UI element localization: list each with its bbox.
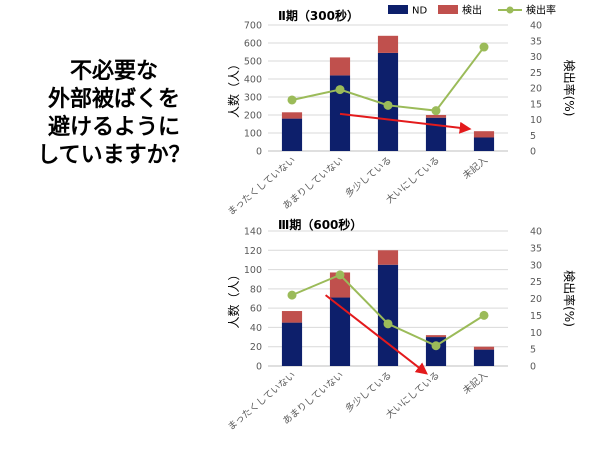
rate-point bbox=[479, 42, 489, 52]
y-tick-label: 0 bbox=[256, 147, 262, 158]
legend-marker-rate bbox=[506, 6, 514, 14]
y2-tick-label: 40 bbox=[530, 21, 542, 32]
rate-point bbox=[479, 310, 489, 320]
chart-title: Ⅱ期（300秒） bbox=[278, 8, 359, 23]
rate-point bbox=[431, 341, 441, 351]
y-tick-label: 140 bbox=[244, 227, 262, 238]
y-axis-label: 人数（人） bbox=[226, 58, 241, 118]
y2-tick-label: 25 bbox=[530, 68, 542, 79]
y-tick-label: 100 bbox=[244, 265, 262, 276]
y2-axis-label: 検出率(%) bbox=[562, 270, 577, 327]
trend-arrow bbox=[339, 112, 472, 134]
bar-detected bbox=[473, 131, 495, 138]
bar-detected bbox=[377, 35, 399, 53]
y2-tick-label: 0 bbox=[530, 362, 536, 373]
y-tick-label: 0 bbox=[256, 362, 262, 373]
y2-tick-label: 5 bbox=[530, 345, 536, 356]
rate-point bbox=[287, 95, 297, 105]
y-tick-label: 120 bbox=[244, 246, 262, 257]
rate-point bbox=[287, 290, 297, 300]
question-line: 避けるように bbox=[47, 115, 180, 140]
bar-nd bbox=[425, 117, 447, 151]
y-tick-label: 100 bbox=[244, 129, 262, 140]
rate-point bbox=[383, 319, 393, 329]
bar-detected bbox=[377, 250, 399, 265]
rate-point bbox=[383, 100, 393, 110]
bar-nd bbox=[473, 349, 495, 366]
y2-tick-label: 30 bbox=[530, 260, 542, 271]
y-tick-label: 500 bbox=[244, 57, 262, 68]
rate-point bbox=[431, 106, 441, 116]
chart-title: Ⅲ期（600秒） bbox=[278, 217, 362, 232]
bar-nd bbox=[329, 75, 351, 151]
y2-tick-label: 15 bbox=[530, 311, 542, 322]
y-tick-label: 300 bbox=[244, 93, 262, 104]
y-tick-label: 200 bbox=[244, 111, 262, 122]
trend-arrow bbox=[324, 294, 428, 375]
legend-swatch-nd bbox=[388, 5, 408, 14]
y-tick-label: 600 bbox=[244, 39, 262, 50]
y-tick-label: 60 bbox=[250, 304, 262, 315]
bar-nd bbox=[473, 137, 495, 151]
rate-point bbox=[335, 270, 345, 280]
bar-nd bbox=[281, 322, 303, 366]
y2-tick-label: 30 bbox=[530, 52, 542, 63]
legend-label-nd: ND bbox=[412, 6, 427, 17]
y2-axis-label: 検出率(%) bbox=[562, 60, 577, 117]
y2-tick-label: 10 bbox=[530, 328, 542, 339]
y-tick-label: 700 bbox=[244, 21, 262, 32]
y-tick-label: 400 bbox=[244, 75, 262, 86]
y-tick-label: 40 bbox=[250, 323, 262, 334]
rate-point bbox=[335, 85, 345, 95]
y2-tick-label: 35 bbox=[530, 36, 542, 47]
bar-detected bbox=[473, 346, 495, 350]
bar-detected bbox=[329, 57, 351, 76]
x-category-label: 未記入 bbox=[460, 369, 490, 397]
bar-nd bbox=[281, 118, 303, 151]
question-line: していますか？ bbox=[37, 143, 191, 168]
x-category-label: 未記入 bbox=[460, 154, 490, 182]
x-category-label: 多少している bbox=[343, 154, 394, 200]
x-category-label: 多少している bbox=[343, 369, 394, 415]
question-line: 不必要な bbox=[69, 59, 158, 84]
y2-tick-label: 25 bbox=[530, 277, 542, 288]
question-text: 不必要な 外部被ばくを 避けるように していますか？ bbox=[8, 58, 220, 170]
bar-detected bbox=[425, 335, 447, 338]
y-axis-label: 人数（人） bbox=[226, 268, 241, 328]
y-tick-label: 80 bbox=[250, 284, 262, 295]
legend-label-detected: 検出 bbox=[462, 4, 482, 17]
y-tick-label: 20 bbox=[250, 342, 262, 353]
legend-label-rate: 検出率 bbox=[526, 4, 556, 17]
bar-detected bbox=[281, 311, 303, 323]
y2-tick-label: 20 bbox=[530, 84, 542, 95]
y2-tick-label: 35 bbox=[530, 243, 542, 254]
y2-tick-label: 40 bbox=[530, 227, 542, 238]
bar-detected bbox=[425, 115, 447, 118]
question-line: 外部被ばくを bbox=[47, 87, 180, 112]
y2-tick-label: 20 bbox=[530, 294, 542, 305]
y2-tick-label: 10 bbox=[530, 115, 542, 126]
bar-nd bbox=[329, 297, 351, 366]
y2-tick-label: 5 bbox=[530, 131, 536, 142]
legend-swatch-detected bbox=[438, 5, 458, 14]
y2-tick-label: 0 bbox=[530, 147, 536, 158]
y2-tick-label: 15 bbox=[530, 99, 542, 110]
bar-detected bbox=[281, 112, 303, 119]
